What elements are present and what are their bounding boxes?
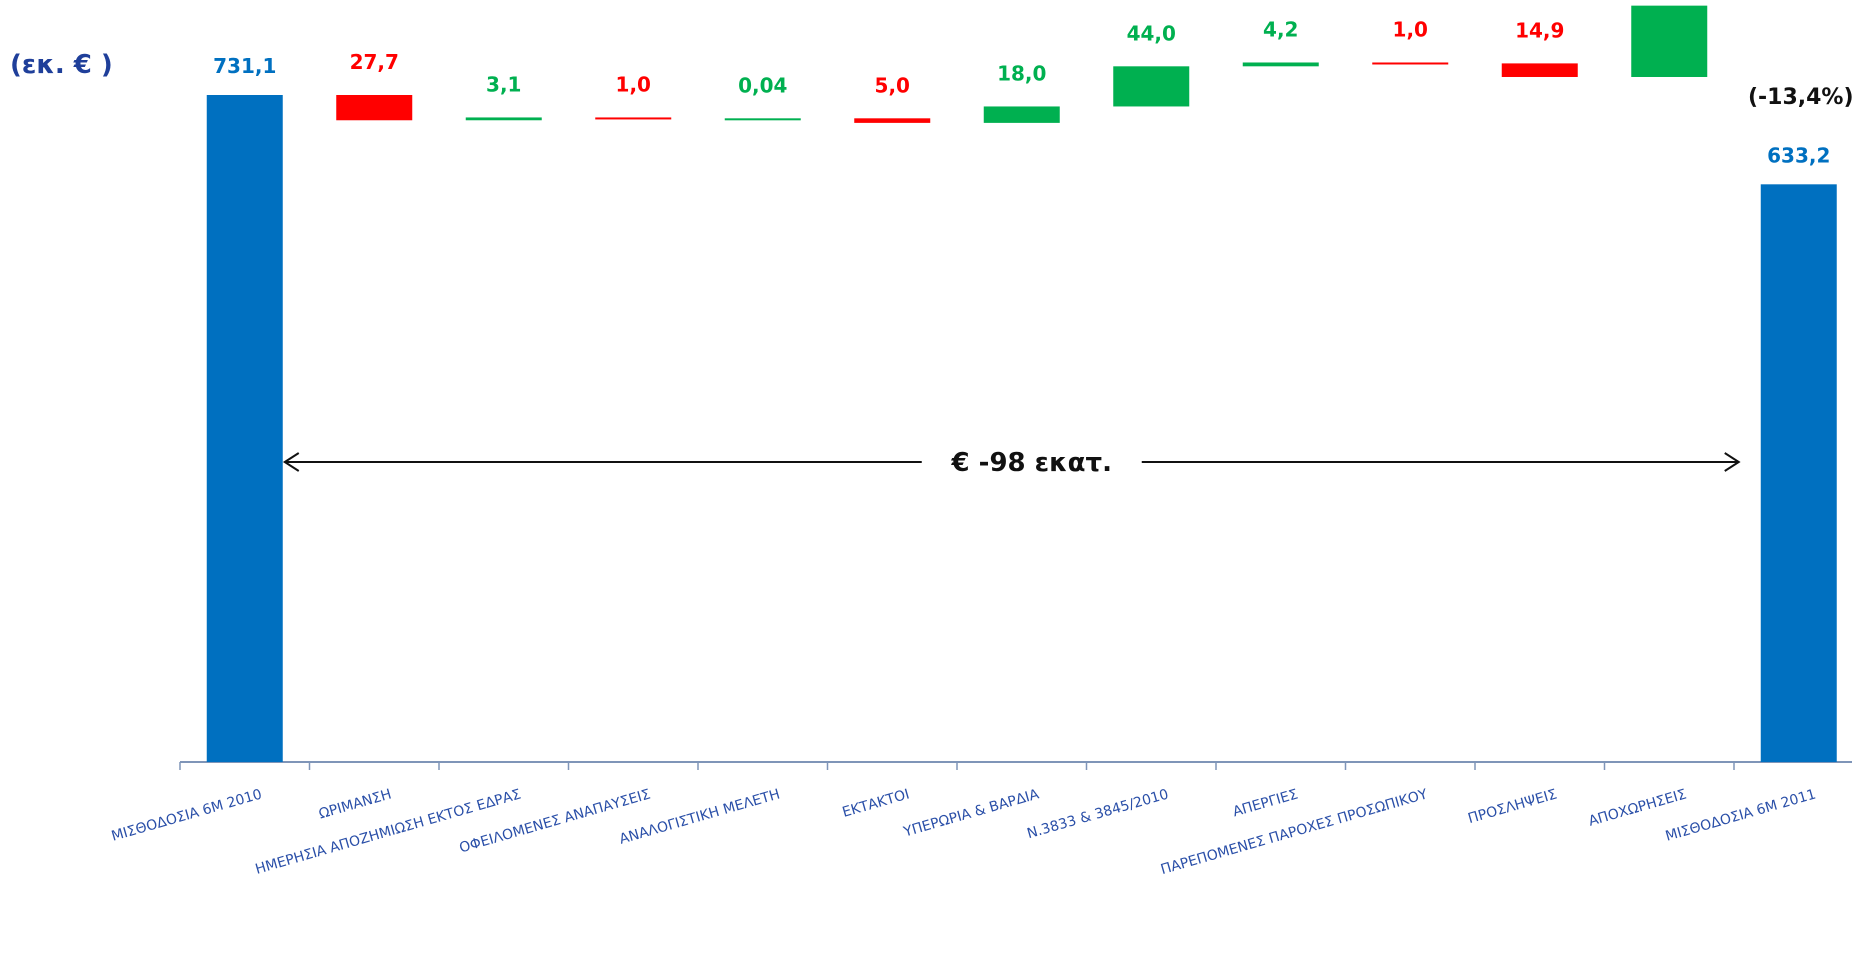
data-label-6: 18,0 bbox=[997, 61, 1046, 85]
arrowhead-left bbox=[282, 452, 300, 472]
bar-5 bbox=[854, 118, 931, 123]
bar-9 bbox=[1372, 62, 1449, 65]
data-label-5: 5,0 bbox=[875, 73, 910, 97]
bar-10 bbox=[1501, 63, 1578, 77]
data-label-4: 0,04 bbox=[738, 73, 787, 97]
bar-8 bbox=[1242, 62, 1319, 67]
category-label-5: ΕΚΤΑΚΤΟΙ bbox=[841, 786, 912, 820]
unit-label: (εκ. € ) bbox=[10, 50, 113, 80]
category-label-10: ΠΡΟΣΛΗΨΕΙΣ bbox=[1466, 786, 1559, 827]
data-label-12: 633,2 bbox=[1767, 143, 1830, 167]
percent-change-label: (-13,4%) bbox=[1748, 85, 1852, 110]
bar-6 bbox=[983, 106, 1060, 123]
category-label-6: ΥΠΕΡΩΡΙΑ & ΒΑΡΔΙΑ bbox=[901, 786, 1041, 840]
category-label-8: ΑΠΕΡΓΙΕΣ bbox=[1231, 786, 1300, 820]
bar-2 bbox=[465, 117, 542, 121]
category-label-1: ΩΡΙΜΑΝΣΗ bbox=[317, 786, 393, 822]
bar-1 bbox=[336, 95, 413, 121]
data-label-2: 3,1 bbox=[486, 72, 521, 96]
bar-12 bbox=[1760, 184, 1837, 762]
data-label-7: 44,0 bbox=[1127, 21, 1176, 45]
data-label-10: 14,9 bbox=[1515, 18, 1564, 42]
arrowhead-right bbox=[1724, 452, 1741, 472]
category-label-12: ΜΙΣΘΟΔΟΣΙΑ 6Μ 2011 bbox=[1664, 786, 1818, 844]
bar-7 bbox=[1113, 66, 1190, 107]
difference-label: € -98 εκατ. bbox=[951, 448, 1112, 478]
bar-0 bbox=[206, 95, 283, 762]
data-label-3: 1,0 bbox=[616, 72, 651, 96]
bar-11 bbox=[1631, 5, 1708, 77]
category-label-7: Ν.3833 & 3845/2010 bbox=[1025, 786, 1170, 842]
data-label-9: 1,0 bbox=[1393, 17, 1428, 41]
data-label-0: 731,1 bbox=[213, 54, 276, 78]
bar-3 bbox=[595, 117, 672, 120]
bar-4 bbox=[724, 118, 801, 121]
data-label-1: 27,7 bbox=[350, 50, 399, 74]
data-label-8: 4,2 bbox=[1263, 17, 1298, 41]
category-label-11: ΑΠΟΧΩΡΗΣΕΙΣ bbox=[1587, 786, 1689, 829]
category-label-0: ΜΙΣΘΟΔΟΣΙΑ 6Μ 2010 bbox=[110, 786, 264, 844]
